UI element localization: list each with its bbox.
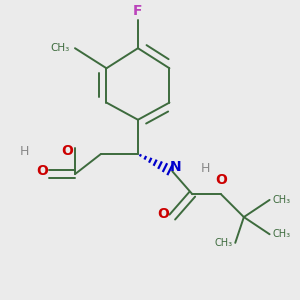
- Text: CH₃: CH₃: [272, 195, 291, 205]
- Text: O: O: [215, 173, 227, 187]
- Text: F: F: [133, 4, 143, 18]
- Text: O: O: [158, 207, 169, 221]
- Text: CH₃: CH₃: [272, 229, 291, 239]
- Text: N: N: [169, 160, 181, 174]
- Text: H: H: [20, 145, 29, 158]
- Text: O: O: [62, 144, 74, 158]
- Text: CH₃: CH₃: [214, 238, 232, 248]
- Text: O: O: [36, 164, 48, 178]
- Text: H: H: [201, 163, 210, 176]
- Text: CH₃: CH₃: [50, 43, 69, 53]
